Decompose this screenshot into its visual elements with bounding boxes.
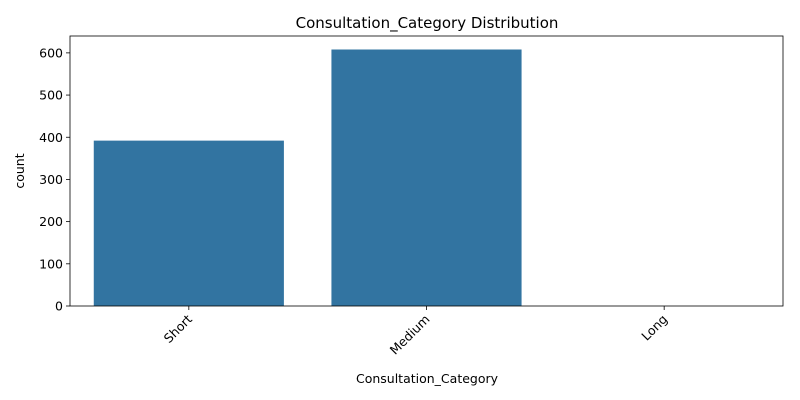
bars-group bbox=[93, 49, 522, 306]
x-tick-label: Long bbox=[638, 312, 670, 344]
y-tick-label: 400 bbox=[39, 130, 63, 145]
y-tick-label: 300 bbox=[39, 172, 63, 187]
bar-medium bbox=[331, 49, 522, 306]
y-tick-label: 100 bbox=[39, 256, 63, 271]
y-tick-label: 500 bbox=[39, 88, 63, 103]
y-axis: 0 100 200 300 400 500 600 bbox=[39, 45, 70, 314]
y-tick-label: 600 bbox=[39, 45, 63, 60]
bar-short bbox=[93, 140, 284, 306]
x-tick-label: Medium bbox=[387, 312, 433, 358]
x-axis: Short Medium Long bbox=[161, 306, 670, 358]
x-axis-label: Consultation_Category bbox=[356, 371, 499, 386]
chart-title: Consultation_Category Distribution bbox=[296, 14, 559, 33]
x-tick-label: Short bbox=[161, 311, 195, 345]
y-axis-label: count bbox=[12, 153, 27, 188]
y-tick-label: 0 bbox=[55, 299, 63, 314]
y-tick-label: 200 bbox=[39, 214, 63, 229]
